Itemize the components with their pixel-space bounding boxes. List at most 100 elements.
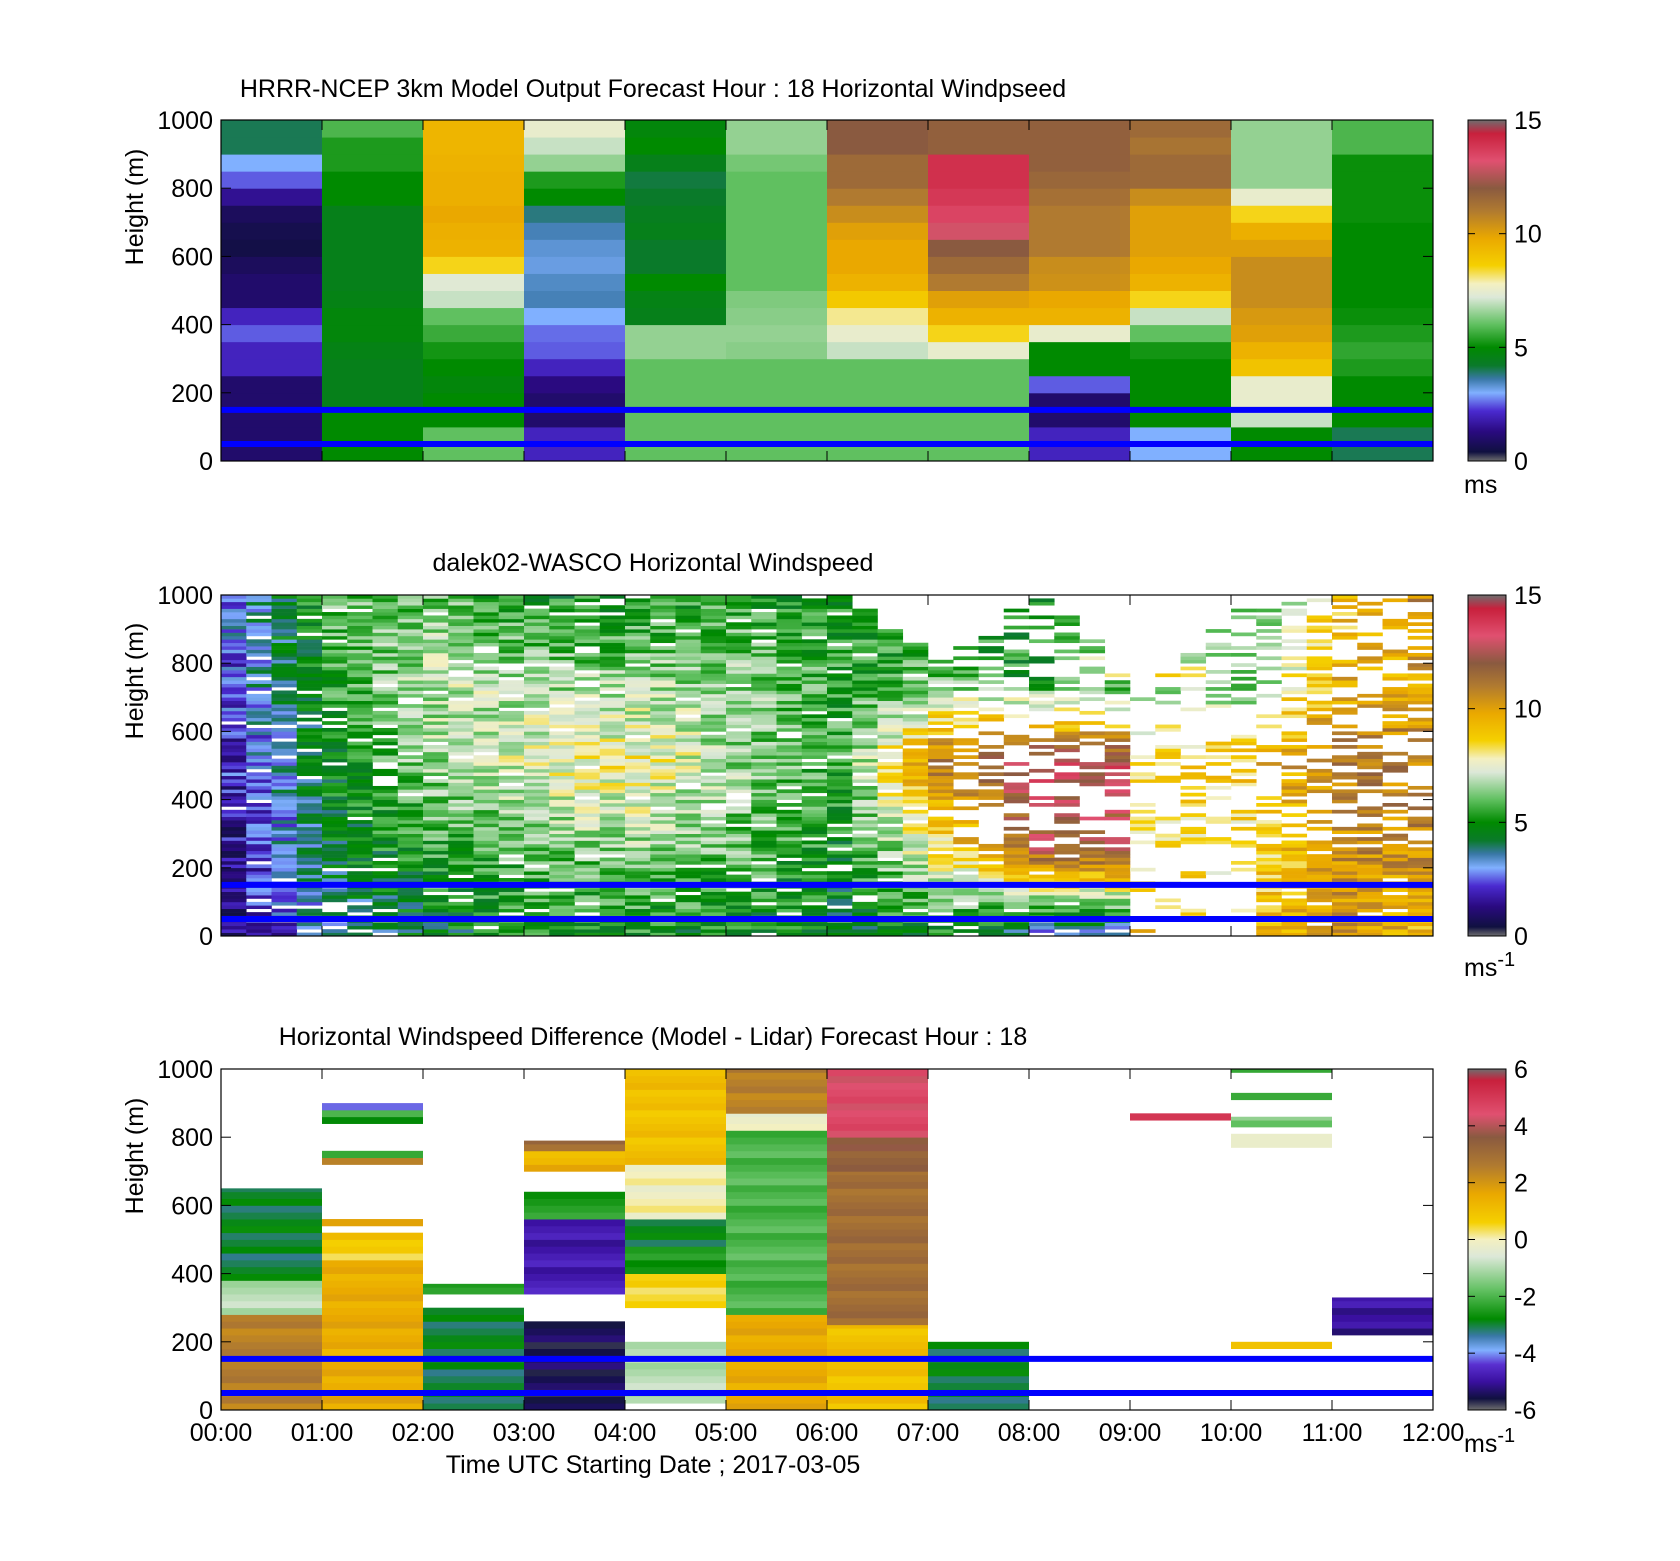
heatmap-cell: [978, 714, 1005, 719]
heatmap-cell: [852, 700, 878, 705]
heatmap-cell: [625, 1232, 726, 1240]
heatmap-cell: [473, 724, 500, 729]
heatmap-cell: [574, 840, 601, 845]
heatmap-cell: [524, 137, 626, 155]
heatmap-cell: [322, 1362, 423, 1370]
heatmap-cell: [574, 874, 601, 879]
heatmap-cell: [902, 717, 929, 722]
heatmap-cell: [827, 1270, 928, 1278]
heatmap-cell: [928, 392, 1030, 411]
heatmap-cell: [271, 857, 298, 862]
heatmap-cell: [574, 595, 601, 599]
heatmap-cell: [524, 721, 550, 725]
heatmap-cell: [877, 782, 904, 787]
heatmap-cell: [650, 704, 676, 708]
heatmap-cell: [751, 642, 777, 647]
heatmap-cell: [827, 1249, 928, 1257]
heatmap-cell: [1180, 775, 1207, 780]
heatmap-cell: [599, 714, 626, 719]
heatmap-cell: [928, 738, 954, 742]
heatmap-cell: [423, 171, 525, 189]
heatmap-cell: [650, 765, 676, 770]
x-tick-label: 00:00: [190, 1419, 253, 1447]
heatmap-cell: [221, 642, 247, 647]
heatmap-cell: [650, 799, 676, 804]
heatmap-cell: [1332, 830, 1358, 834]
heatmap-cell: [423, 816, 449, 821]
heatmap-cell: [372, 629, 399, 633]
heatmap-cell: [448, 595, 474, 599]
heatmap-cell: [397, 656, 424, 661]
heatmap-cell: [524, 850, 550, 855]
heatmap-cell: [726, 605, 752, 609]
heatmap-cell: [1130, 375, 1232, 394]
heatmap-cell: [1079, 912, 1106, 916]
heatmap-cell: [1407, 687, 1434, 691]
heatmap-cell: [1130, 290, 1232, 309]
heatmap-cell: [524, 738, 550, 742]
heatmap-cell: [423, 864, 449, 869]
heatmap-cell: [322, 816, 348, 821]
heatmap-cell: [1281, 601, 1308, 606]
heatmap-cell: [776, 905, 803, 910]
heatmap-cell: [397, 666, 424, 671]
heatmap-cell: [902, 765, 929, 770]
heatmap-cell: [751, 632, 777, 637]
heatmap-cell: [296, 601, 323, 606]
heatmap-cell: [498, 738, 525, 742]
heatmap-cell: [1003, 615, 1030, 620]
heatmap-cell: [625, 850, 651, 855]
heatmap-cell: [852, 857, 878, 862]
heatmap-cell: [574, 782, 601, 787]
heatmap-cell: [296, 803, 323, 807]
heatmap-cell: [675, 908, 702, 913]
heatmap-cell: [1332, 857, 1358, 862]
heatmap-cell: [246, 806, 272, 811]
heatmap-cell: [498, 690, 525, 695]
heatmap-cell: [1130, 823, 1156, 828]
heatmap-cell: [1256, 888, 1282, 892]
heatmap-cell: [322, 635, 348, 640]
heatmap-cell: [599, 741, 626, 746]
heatmap-cell: [221, 120, 323, 138]
heatmap-cell: [423, 205, 525, 223]
heatmap-cell: [1054, 847, 1080, 852]
heatmap-cell: [1205, 670, 1232, 674]
heatmap-cell: [700, 816, 727, 821]
heatmap-cell: [221, 809, 247, 814]
heatmap-cell: [1079, 867, 1106, 872]
heatmap-cell: [928, 721, 954, 725]
heatmap-cell: [599, 615, 626, 620]
heatmap-cell: [347, 768, 373, 773]
heatmap-cell: [1382, 697, 1409, 702]
heatmap-cell: [322, 632, 348, 637]
heatmap-cell: [372, 799, 399, 804]
heatmap-cell: [1231, 663, 1257, 667]
heatmap-cell: [1104, 738, 1131, 742]
heatmap-cell: [852, 837, 878, 841]
heatmap-cell: [1332, 680, 1358, 684]
heatmap-cell: [296, 676, 323, 681]
heatmap-cell: [751, 751, 777, 756]
heatmap-cell: [448, 649, 474, 654]
heatmap-cell: [1003, 632, 1030, 637]
heatmap-cell: [271, 772, 298, 777]
x-tick-label: 12:00: [1402, 1419, 1465, 1447]
heatmap-cell: [978, 854, 1005, 858]
heatmap-cell: [877, 646, 904, 650]
heatmap-cell: [322, 843, 348, 848]
heatmap-cell: [625, 1212, 726, 1220]
heatmap-cell: [549, 693, 575, 698]
heatmap-cell: [524, 878, 550, 882]
heatmap-cell: [549, 738, 575, 742]
heatmap-cell: [372, 727, 399, 732]
heatmap-cell: [877, 813, 904, 817]
heatmap-cell: [776, 693, 803, 698]
heatmap-cell: [1281, 813, 1308, 817]
heatmap-cell: [372, 612, 399, 616]
heatmap-cell: [271, 693, 298, 698]
heatmap-cell: [801, 605, 828, 609]
heatmap-cell: [1130, 820, 1156, 824]
heatmap-cell: [625, 888, 651, 892]
heatmap-cell: [625, 874, 651, 879]
